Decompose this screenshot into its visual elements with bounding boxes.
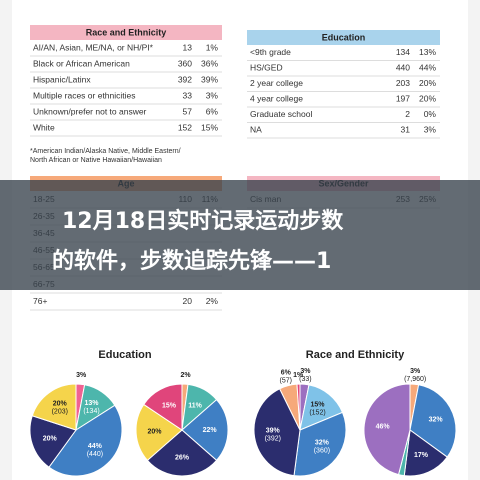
table-cell: NA — [250, 125, 262, 135]
pie-slice — [135, 403, 183, 462]
table-cell: 203 — [396, 78, 410, 88]
table-title: Education — [322, 32, 366, 42]
pie-count: (440) — [87, 451, 103, 458]
table-cell: 36% — [201, 58, 218, 68]
pie-label: 15% — [162, 403, 177, 410]
pie-section-title: Race and Ethnicity — [306, 349, 405, 361]
pie-label: 3% — [300, 368, 311, 375]
pie-label: 32% — [315, 440, 330, 447]
table-cell: 31 — [401, 125, 411, 135]
table-cell: 4 year college — [250, 94, 303, 104]
table-cell: Graduate school — [250, 109, 312, 119]
table-cell: 2% — [206, 296, 219, 306]
pie-slice — [48, 404, 123, 477]
table-header — [30, 25, 222, 40]
pie-label: 20% — [53, 401, 68, 408]
pie-label: 39% — [266, 427, 281, 434]
pie-label: 44% — [88, 443, 103, 450]
table-cell: Unknown/prefer not to answer — [33, 106, 147, 116]
pie-slice — [181, 398, 229, 462]
pie-slice — [403, 429, 448, 477]
table-cell: 152 — [178, 122, 192, 132]
pie-label: 20% — [147, 429, 162, 436]
table-cell: 3% — [206, 90, 219, 100]
table-cell: 39% — [201, 74, 218, 84]
table-cell: 76+ — [33, 296, 47, 306]
pie-label: 2% — [181, 372, 192, 379]
pie-label: 6% — [281, 370, 292, 377]
pie-label: 46% — [376, 423, 391, 430]
overlay-band — [0, 180, 480, 290]
table-header — [247, 30, 440, 45]
pie-slice — [409, 384, 457, 458]
pie-label: 32% — [429, 417, 444, 424]
pie-count: (57) — [280, 378, 292, 385]
pie-count: (392) — [265, 435, 281, 442]
table-cell: 0% — [424, 109, 437, 119]
table-cell: 33 — [183, 90, 193, 100]
table-title: Race and Ethnicity — [86, 27, 167, 37]
pie-count: (152) — [309, 410, 325, 417]
pie-slice — [29, 415, 77, 468]
pie-label: 15% — [311, 402, 326, 409]
table-cell: Multiple races or ethnicities — [33, 90, 136, 100]
table-cell: 134 — [396, 47, 410, 57]
table-cell: 6% — [206, 106, 219, 116]
pie-label: 3% — [76, 372, 87, 379]
pie-slice — [296, 383, 301, 431]
table-cell: 20% — [419, 78, 436, 88]
table-cell: 2 year college — [250, 78, 303, 88]
pie-slice — [253, 388, 301, 477]
table-cell: 197 — [396, 94, 410, 104]
table-cell: AI/AN, Asian, ME/NA, or NH/PI* — [33, 42, 154, 52]
table-cell: 440 — [396, 63, 410, 73]
pie-label: 11% — [188, 403, 202, 410]
pie-slice — [143, 383, 183, 431]
pie-slice — [363, 383, 411, 476]
pie-count: (134) — [83, 408, 99, 415]
pie-slice — [146, 429, 218, 477]
pie-count: (360) — [314, 448, 330, 455]
table-cell: 2 — [405, 109, 410, 119]
table-cell: 44% — [419, 63, 436, 73]
table-cell: Hispanic/Latinx — [33, 74, 91, 84]
table-cell: 20% — [419, 94, 436, 104]
table-cell: 15% — [201, 122, 218, 132]
table-cell: 360 — [178, 58, 192, 68]
overlay-title: 的软件，步数追踪先锋——1 — [52, 248, 331, 274]
table-cell: 20 — [183, 296, 193, 306]
pie-count: (203) — [52, 409, 68, 416]
table-cell: 13% — [419, 47, 436, 57]
pie-label: 1% — [293, 372, 304, 379]
table-cell: White — [33, 122, 55, 132]
footnote: North African or Native Hawaiian/Hawaiia… — [30, 157, 162, 164]
table-cell: 57 — [183, 106, 193, 116]
pie-label: 17% — [414, 452, 429, 459]
table-cell: HS/GED — [250, 63, 283, 73]
pie-count: (7,960) — [404, 376, 426, 383]
pie-slice — [293, 411, 347, 477]
table-cell: 3% — [424, 125, 437, 135]
pie-count: (33) — [299, 376, 311, 383]
table-cell: <9th grade — [250, 47, 291, 57]
footnote: *American Indian/Alaska Native, Middle E… — [30, 148, 181, 155]
table-cell: 392 — [178, 74, 192, 84]
pie-slice — [31, 383, 77, 431]
table-cell: Black or African American — [33, 58, 130, 68]
pie-label: 13% — [85, 400, 100, 407]
pie-label: 3% — [410, 368, 421, 375]
pie-section-title: Education — [98, 349, 151, 361]
pie-label: 22% — [203, 427, 218, 434]
table-cell: 1% — [206, 42, 219, 52]
overlay-title: 12月18日实时记录运动步数 — [62, 208, 344, 234]
pie-label: 26% — [175, 454, 190, 461]
pie-label: 20% — [43, 435, 58, 442]
table-cell: 13 — [183, 42, 193, 52]
